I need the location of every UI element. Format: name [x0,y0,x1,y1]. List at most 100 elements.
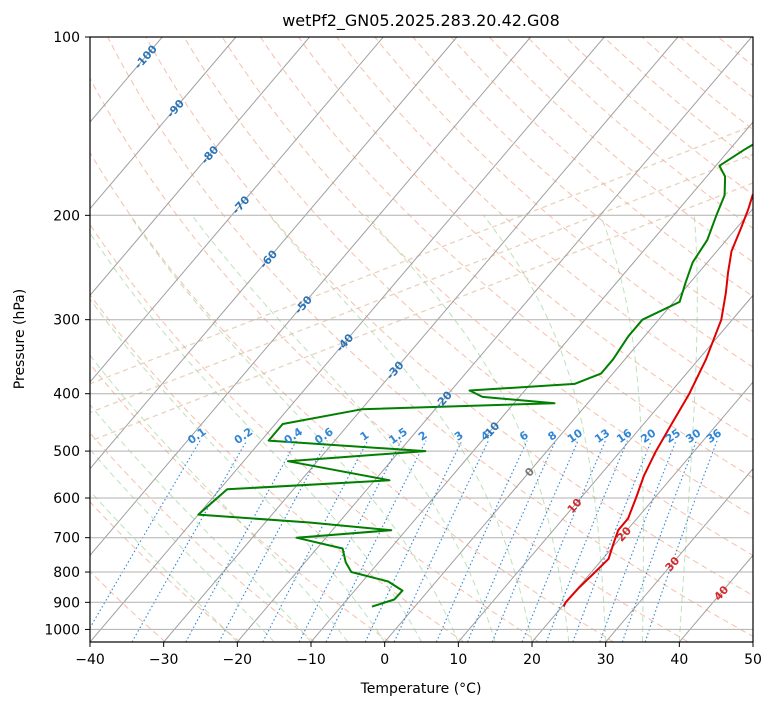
x-axis-label: Temperature (°C) [360,681,482,697]
mixing-ratio-line [131,440,248,642]
moist-adiabat-line [90,448,275,642]
mixing-ratio-label: 36 [704,426,724,446]
isotherm-line [752,641,753,642]
mixing-ratio-label: 25 [663,426,683,445]
moist-adiabat-line [129,215,459,642]
y-tick-label: 800 [53,565,80,581]
y-tick-label: 900 [53,595,80,611]
dry-adiabat-line [107,37,753,638]
mixing-ratio-line [393,440,489,642]
mixing-ratio-line [325,440,427,642]
dry-adiabat-line [374,37,753,368]
moist-adiabat-line [90,490,238,642]
dry-adiabat-line [679,37,753,98]
dry-adiabat-line [336,37,753,404]
dry-adiabat-line [565,37,753,196]
mixing-ratio-label: 0.1 [185,425,208,447]
mixing-ratio-label: 10 [565,426,585,446]
reference-curve [90,124,753,385]
mixing-ratio-label: 3 [452,429,466,444]
mixing-ratio-label: 6 [517,428,531,443]
moist-adiabat-line [90,298,386,642]
y-tick-label: 1000 [44,622,80,638]
dry-adiabat-line [90,432,316,642]
dewpoint-profile-line [197,143,753,608]
x-tick-label: 0 [380,652,389,668]
moist-adiabat-line [90,232,422,642]
dry-adiabat-line [603,37,753,163]
dry-adiabat-line [183,37,753,556]
dry-adiabat-line [90,501,241,642]
x-tick-label: −30 [149,652,179,668]
isotherm-label: -100 [132,42,160,71]
mixing-ratio-line [572,440,653,642]
y-tick-label: 100 [53,30,80,46]
mixing-ratio-label: 16 [614,426,634,446]
y-tick-label: 200 [53,208,80,224]
mixing-ratio-label: 8 [546,429,560,444]
temperature-profile-line [562,193,753,608]
x-tick-label: 20 [523,652,541,668]
moist-adiabat-line [269,214,533,642]
mixing-ratio-line [90,440,201,629]
dry-adiabat-line [488,37,753,263]
isotherm-line [531,381,753,642]
isotherm-line [90,37,531,557]
y-tick-label: 600 [53,491,80,507]
mixing-ratio-line [644,440,718,642]
isotherm-line [90,37,310,297]
mixing-ratio-label: 0.2 [232,425,255,447]
mixing-ratio-line [491,440,579,642]
moist-adiabat-line [483,214,607,642]
moist-adiabat-line [678,215,698,642]
isotherm-line [457,294,753,642]
isotherm-line [90,37,458,470]
x-tick-label: 10 [449,652,467,668]
isotherm-line [90,37,605,642]
isotherm-line [605,467,753,642]
moist-adiabat-line [191,215,496,642]
dry-adiabat-line [90,223,540,642]
dry-adiabat-line [298,37,753,441]
mixing-ratio-label: 30 [683,426,703,446]
dry-adiabat-line [145,37,753,597]
dry-adiabat-line [756,37,775,642]
moist-adiabat-line [90,403,312,642]
mixing-ratio-line [218,440,328,642]
mixing-ratio-label: 13 [592,426,612,445]
y-tick-label: 400 [53,387,80,403]
dry-adiabat-line [259,37,753,479]
dry-adiabat-line [450,37,753,298]
isotherm-line [90,37,384,383]
mixing-ratio-line [185,440,297,642]
y-axis-label: Pressure (hPa) [12,289,28,389]
y-tick-label: 300 [53,313,80,329]
y-tick-label: 700 [53,531,80,547]
dry-adiabat-line [90,363,390,642]
mixing-ratio-line [364,440,463,642]
moist-adiabat-line [90,354,349,642]
dry-adiabat-line [90,77,689,642]
isotherm-line [236,37,752,642]
plot-frame [89,36,754,643]
isotherm-line [310,121,753,642]
mixing-ratio-line [599,440,677,642]
x-tick-label: −10 [296,652,326,668]
mixing-ratio-label: 1 [358,429,372,444]
mixing-ratio-label: 2 [416,429,430,444]
dry-adiabat-line [412,37,753,333]
mixing-ratio-line [435,440,528,642]
mixing-ratio-line [621,440,698,642]
x-tick-label: −20 [223,652,253,668]
dry-adiabat-line [527,37,753,229]
moist-adiabat-line [599,215,644,642]
dry-adiabat-line [221,37,753,517]
x-tick-label: 50 [744,652,762,668]
x-tick-label: 30 [597,652,615,668]
x-tick-label: −40 [75,652,105,668]
isotherm-line [384,207,753,642]
x-tick-label: 40 [670,652,688,668]
isotherm-line [678,554,753,642]
